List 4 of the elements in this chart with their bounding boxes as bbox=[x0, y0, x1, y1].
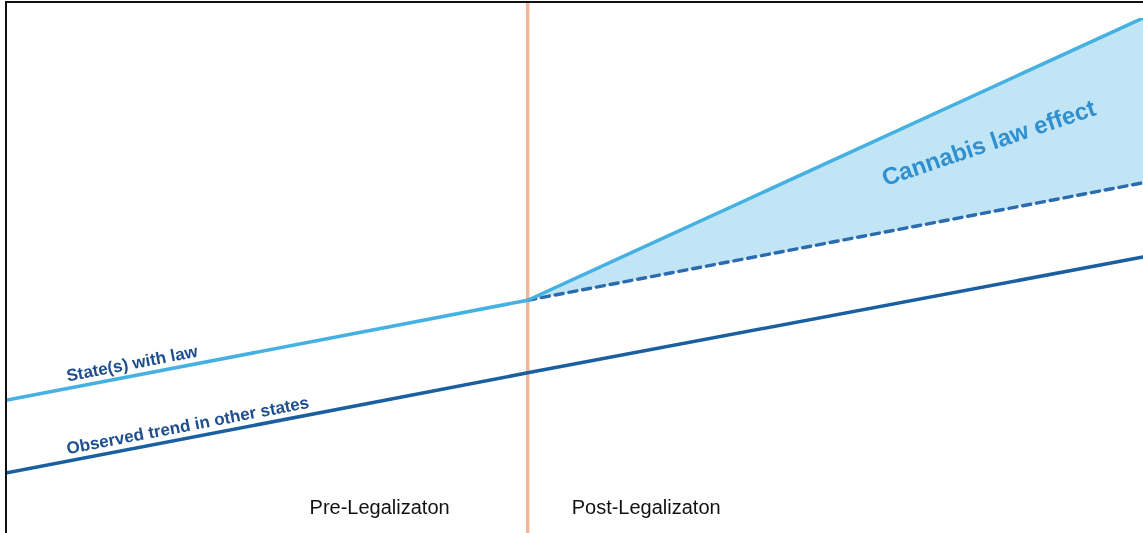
text: Observed trend in other states bbox=[64, 392, 311, 459]
annotation: Post-Legalizaton bbox=[571, 495, 721, 518]
text: State(s) with law bbox=[64, 341, 201, 386]
annotation: Pre-Legalizaton bbox=[309, 495, 450, 518]
